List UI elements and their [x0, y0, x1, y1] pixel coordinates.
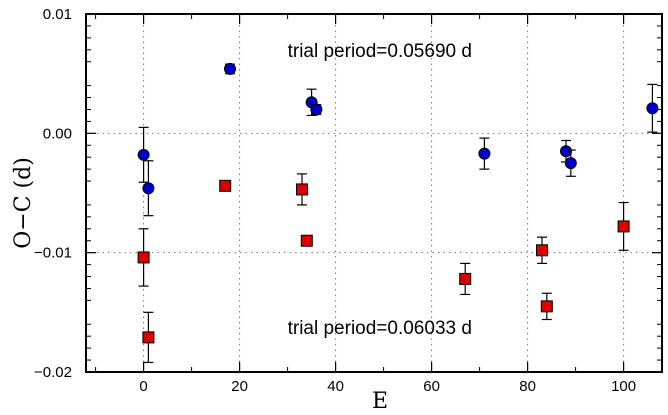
annotation-trial-period-0: trial period=0.05690 d [288, 41, 472, 62]
chart-text: 0 20 40 60 80 100 0.01 0.00 −0.01 −0.02 E O−C (d) tr… [11, 6, 636, 414]
x-tick-label: 80 [519, 378, 536, 395]
data-point-square [219, 179, 232, 192]
annotation-trial-period-1: trial period=0.06033 d [288, 318, 472, 339]
y-tick-label: −0.01 [34, 245, 72, 262]
plot-frame [85, 13, 663, 373]
axes [85, 13, 663, 373]
y-axis-title: O−C (d) [11, 157, 36, 249]
data-point-square [137, 251, 150, 264]
data-point-circle [564, 157, 577, 170]
data-point-circle [142, 182, 155, 195]
data-point-circle [310, 103, 323, 116]
data-point-square [617, 220, 630, 233]
x-tick-label: 100 [611, 378, 636, 395]
x-axis-title: E [372, 389, 388, 414]
data-point-square [540, 300, 553, 313]
y-tick-label: 0.00 [43, 125, 72, 142]
data-marks [137, 62, 659, 364]
data-point-square [459, 272, 472, 285]
data-point-circle [646, 102, 659, 115]
data-point-square [300, 234, 313, 247]
data-point-circle [137, 148, 150, 161]
x-tick-label: 40 [327, 378, 344, 395]
data-point-circle [478, 147, 491, 160]
y-tick-label: −0.02 [34, 364, 72, 381]
data-point-square [296, 183, 308, 196]
data-point-square [536, 244, 548, 257]
x-tick-label: 20 [231, 378, 248, 395]
x-tick-label: 60 [423, 378, 440, 395]
y-tick-label: 0.01 [43, 6, 72, 23]
data-point-circle [560, 145, 572, 158]
data-point-circle [224, 62, 236, 75]
x-tick-label: 0 [139, 378, 147, 395]
data-point-square [142, 331, 155, 344]
